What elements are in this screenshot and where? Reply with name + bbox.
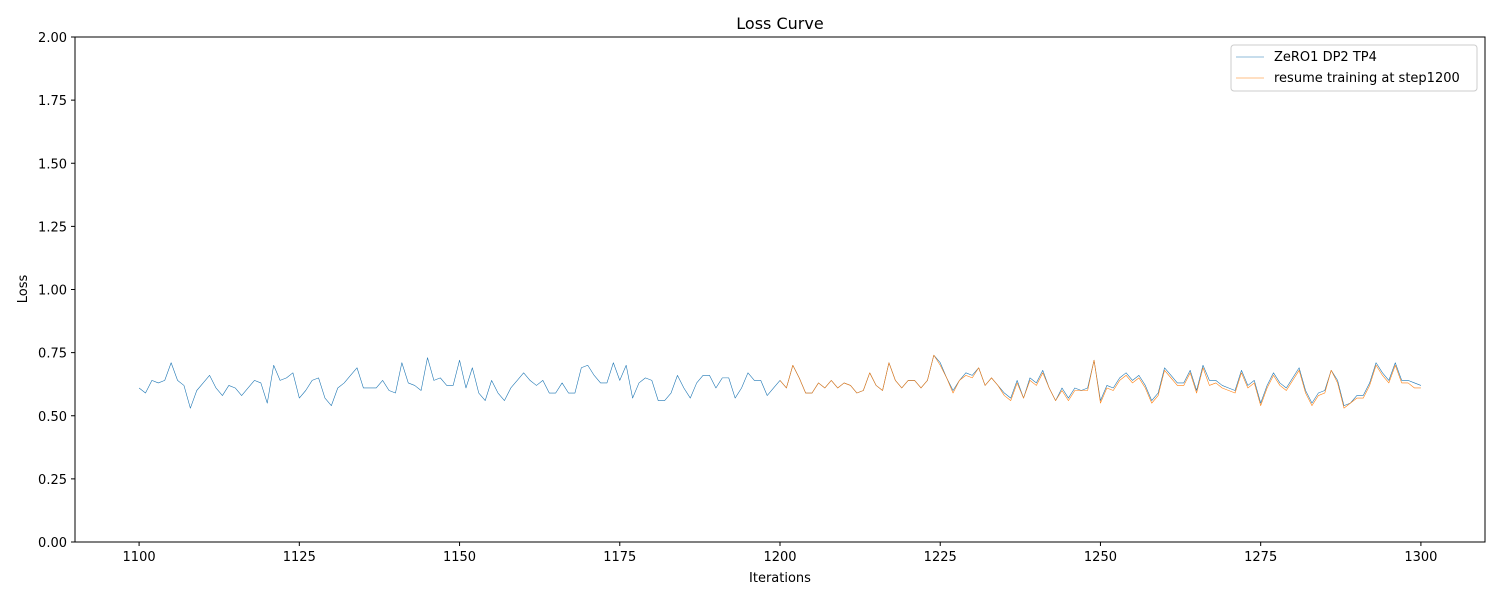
legend-label-zero1: ZeRO1 DP2 TP4 — [1274, 50, 1377, 65]
legend-box — [1230, 44, 1478, 92]
y-axis: 0.00 0.25 0.50 0.75 1.00 1.25 1.50 1.75 2.00 — [38, 31, 75, 551]
x-tick-label: 1200 — [763, 550, 796, 565]
chart-title: Loss Curve — [736, 14, 823, 33]
y-tick-label: 0.50 — [38, 410, 67, 425]
x-tick-label: 1125 — [283, 550, 316, 565]
x-tick-label: 1300 — [1404, 550, 1437, 565]
y-tick-label: 2.00 — [38, 31, 67, 46]
x-tick-label: 1250 — [1084, 550, 1117, 565]
x-tick-label: 1275 — [1244, 550, 1277, 565]
y-tick-label: 1.75 — [38, 94, 67, 109]
legend: ZeRO1 DP2 TP4 resume training at step120… — [1230, 44, 1478, 92]
y-tick-label: 1.25 — [38, 220, 67, 235]
y-tick-label: 0.75 — [38, 347, 67, 362]
x-axis-title: Iterations — [749, 571, 811, 586]
y-tick-label: 1.00 — [38, 284, 67, 299]
y-tick-label: 0.00 — [38, 536, 67, 551]
series-layer — [138, 354, 1422, 409]
series-line-resume — [779, 354, 1421, 409]
x-tick-label: 1100 — [123, 550, 156, 565]
x-axis: 1100 1125 1150 1175 1200 1225 1250 1275 1300 — [123, 542, 1437, 565]
y-tick-label: 1.50 — [38, 157, 67, 172]
x-tick-label: 1150 — [443, 550, 476, 565]
y-tick-label: 0.25 — [38, 473, 67, 488]
legend-label-resume: resume training at step1200 — [1274, 71, 1460, 86]
x-tick-label: 1225 — [924, 550, 957, 565]
y-axis-title: Loss — [16, 275, 31, 304]
x-tick-label: 1175 — [603, 550, 636, 565]
